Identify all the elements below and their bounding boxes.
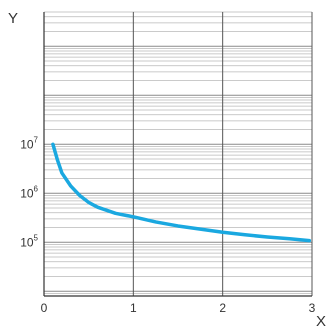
y-tick-label: 105 — [20, 233, 38, 249]
y-tick-label: 106 — [20, 184, 38, 200]
x-tick-label: 1 — [130, 301, 137, 315]
series-layer — [51, 142, 312, 243]
y-axis-title: Y — [8, 10, 18, 27]
y-tick-label: 107 — [20, 135, 38, 151]
x-tick-label: 3 — [309, 301, 316, 315]
x-tick-label: 2 — [219, 301, 226, 315]
tick-labels: 0 1 2 3 105 106 107 — [20, 135, 315, 315]
series-line — [51, 142, 312, 243]
x-tick-label: 0 — [41, 301, 48, 315]
x-axis-title: X — [316, 313, 326, 330]
axes — [43, 12, 312, 297]
grid — [44, 11, 313, 297]
